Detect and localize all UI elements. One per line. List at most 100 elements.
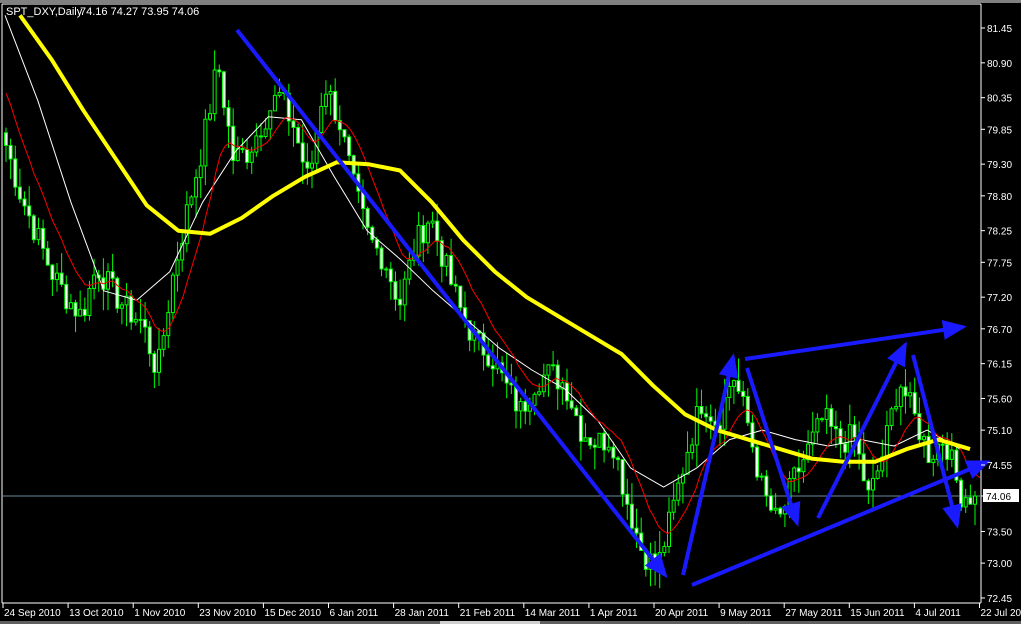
y-tick-label: 78.80	[987, 192, 1012, 203]
candle-body-down	[17, 186, 22, 200]
candle-body-up	[212, 69, 217, 115]
candle-body-down	[143, 319, 148, 328]
candle-body-down	[27, 205, 32, 217]
y-tick-label: 81.45	[987, 24, 1012, 35]
candle-body-down	[342, 129, 347, 138]
candle-body-down	[551, 364, 556, 367]
candle-body-down	[917, 413, 922, 441]
candle-body-down	[217, 69, 222, 73]
candle-body-up	[922, 435, 926, 441]
candle-body-up	[806, 443, 811, 461]
candle-body-down	[4, 132, 8, 146]
candle-body-up	[430, 220, 435, 224]
candle-body-up	[884, 425, 889, 458]
candle-body-down	[435, 220, 440, 242]
candle-body-up	[166, 312, 171, 337]
candle-body-down	[574, 407, 579, 417]
candle-body-up	[889, 408, 894, 427]
candle-body-up	[847, 424, 852, 453]
y-tick-label: 75.60	[987, 394, 1012, 405]
candle-body-down	[453, 283, 458, 287]
candle-body-down	[866, 480, 871, 491]
candle-body-down	[147, 326, 152, 355]
candle-body-down	[379, 247, 384, 270]
candle-body-down	[968, 497, 973, 505]
candle-body-up	[931, 458, 936, 464]
x-tick-label: 21 Feb 2011	[460, 608, 516, 619]
candle-body-down	[523, 400, 528, 412]
candle-body-up	[444, 255, 449, 267]
candle-body-up	[662, 546, 667, 554]
candle-body-up	[898, 386, 903, 408]
candle-body-down	[365, 208, 370, 228]
candle-body-up	[194, 177, 199, 198]
candle-body-down	[129, 295, 134, 323]
candle-body-up	[731, 380, 736, 388]
moving-averages	[4, 14, 981, 535]
candle-body-down	[486, 354, 491, 367]
x-tick-label: 27 May 2011	[785, 608, 843, 619]
candle-body-up	[676, 482, 681, 501]
trend-arrow	[816, 341, 907, 519]
x-tick-label: 15 Dec 2010	[264, 608, 321, 619]
candle-body-up	[268, 110, 273, 130]
y-tick-label: 77.20	[987, 293, 1012, 304]
ma-fast-line	[5, 93, 981, 535]
candle-body-up	[184, 204, 189, 245]
candle-body-down	[300, 142, 305, 163]
candle-body-up	[277, 91, 282, 96]
trend-arrow	[681, 353, 739, 576]
candle-body-down	[240, 147, 245, 151]
candle-body-up	[402, 278, 407, 306]
candle-body-down	[138, 318, 143, 321]
candle-body-down	[398, 298, 403, 306]
candle-body-down	[843, 443, 848, 453]
candle-body-down	[259, 135, 263, 138]
candle-body-down	[421, 224, 426, 244]
drawing-objects	[235, 28, 991, 587]
candle-body-up	[606, 446, 611, 451]
candle-body-down	[13, 158, 18, 188]
x-tick-label: 15 Jun 2011	[850, 608, 905, 619]
trend-arrow	[744, 320, 967, 361]
candle-body-up	[249, 151, 254, 163]
y-tick-label: 79.30	[987, 160, 1012, 171]
candle-body-up	[189, 196, 194, 206]
candle-body-up	[310, 162, 314, 169]
x-tick-label: 9 May 2011	[720, 608, 772, 619]
candle-body-up	[973, 495, 977, 505]
candle-body-up	[727, 386, 732, 398]
symbol-label: SPT_DXY,Daily	[6, 6, 83, 18]
candles	[4, 50, 977, 589]
candle-body-down	[634, 527, 639, 534]
candle-body-down	[833, 425, 838, 430]
candle-body-down	[245, 149, 250, 163]
candle-body-down	[741, 390, 746, 397]
y-tick-label: 75.10	[987, 426, 1012, 437]
candle-body-down	[31, 215, 36, 241]
candle-body-up	[124, 295, 129, 306]
scroll-tab[interactable]	[440, 621, 540, 624]
candle-body-down	[59, 272, 64, 285]
candle-body-up	[180, 243, 185, 261]
candle-body-up	[157, 348, 161, 373]
candle-body-up	[87, 287, 92, 316]
candle-body-up	[782, 506, 787, 515]
x-tick-label: 4 Jul 2011	[915, 608, 961, 619]
candle-body-down	[959, 479, 964, 508]
candle-body-up	[175, 259, 180, 276]
y-tick-label: 73.50	[987, 527, 1012, 538]
candle-body-down	[625, 493, 630, 505]
candle-body-down	[458, 285, 463, 309]
candle-body-up	[546, 364, 551, 376]
candle-body-up	[963, 497, 968, 508]
candle-body-up	[272, 94, 277, 112]
ohlc-label: 74.16 74.27 73.95 74.06	[80, 6, 199, 18]
trend-arrow	[745, 367, 801, 527]
last-price-badge	[983, 489, 1019, 503]
candle-body-up	[36, 227, 41, 241]
candle-body-up	[537, 391, 542, 395]
candle-body-down	[616, 457, 620, 461]
candle-body-down	[569, 400, 574, 409]
